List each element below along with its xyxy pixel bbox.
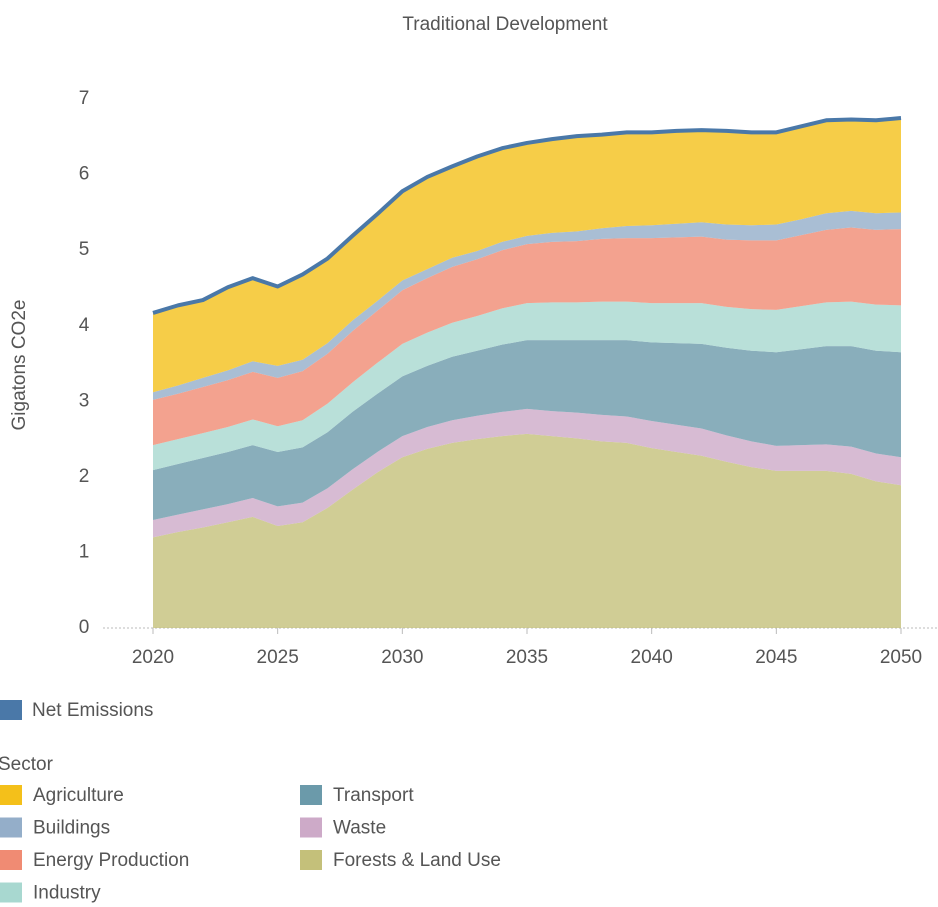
legend-swatch — [0, 785, 22, 805]
chart-title: Traditional Development — [402, 14, 608, 35]
legend-swatch — [0, 817, 22, 838]
y-axis-title: Gigatons CO2e — [9, 300, 30, 431]
y-tick-label: 5 — [79, 239, 90, 260]
area — [153, 340, 901, 520]
legend-label: Transport — [333, 785, 414, 806]
area — [153, 433, 901, 628]
legend-label: Energy Production — [33, 850, 189, 871]
y-tick-label: 1 — [79, 541, 90, 562]
legend-label: Forests & Land Use — [333, 850, 501, 871]
area — [153, 118, 901, 393]
net-emissions-line — [152, 116, 902, 315]
y-tick-label: 3 — [79, 390, 90, 411]
legend-label: Waste — [333, 818, 386, 839]
legend-label: Agriculture — [33, 785, 124, 806]
legend-swatch — [0, 850, 22, 870]
y-tick-label: 0 — [79, 617, 90, 638]
area — [153, 227, 901, 446]
y-tick-label: 6 — [79, 164, 90, 185]
x-tick-label: 2030 — [381, 647, 423, 668]
y-tick-label: 2 — [79, 466, 90, 487]
x-tick-label: 2025 — [257, 647, 299, 668]
legend-title: Sector — [0, 754, 54, 775]
legend-swatch — [300, 817, 322, 838]
y-tick-label: 4 — [79, 315, 90, 336]
area — [153, 301, 901, 471]
legend-swatch — [0, 700, 22, 720]
area — [153, 408, 901, 538]
x-tick-label: 2035 — [506, 647, 548, 668]
y-tick-label: 7 — [79, 88, 90, 109]
legend-swatch — [300, 850, 322, 870]
x-tick-label: 2020 — [132, 647, 174, 668]
x-tick-label: 2045 — [755, 647, 797, 668]
legend-label: Buildings — [33, 818, 110, 839]
legend-label: Industry — [33, 883, 101, 904]
legend-swatch — [300, 785, 322, 805]
x-tick-label: 2050 — [880, 647, 922, 668]
legend-swatch — [0, 882, 22, 903]
legend-label: Net Emissions — [32, 700, 153, 721]
area — [153, 210, 901, 400]
x-tick-label: 2040 — [631, 647, 673, 668]
